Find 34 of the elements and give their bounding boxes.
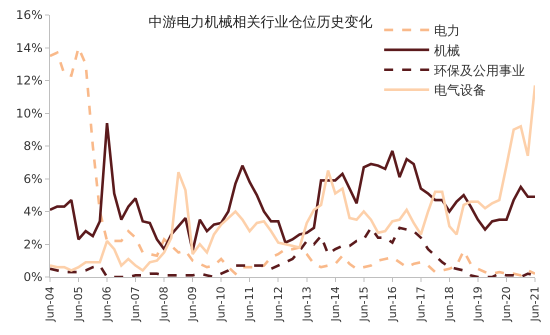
y-tick-label: 14%	[16, 40, 43, 55]
x-tick-label: Jun-07	[129, 286, 142, 323]
y-tick-label: 4%	[24, 204, 43, 219]
y-tick-label: 2%	[24, 237, 43, 252]
legend-label: 机械	[434, 44, 460, 59]
x-tick-label: Jun-09	[186, 286, 200, 323]
y-tick-label: 10%	[16, 106, 43, 120]
x-tick-label: Jun-10	[214, 286, 228, 323]
x-tick-label: Jun-04	[44, 286, 57, 323]
legend-label: 电力	[434, 24, 460, 40]
chart-title: 中游电力机械相关行业仓位历史变化	[148, 14, 372, 31]
legend-label: 环保及公用事业	[434, 64, 526, 79]
x-tick-label: Jun-16	[386, 286, 399, 323]
y-tick-label: 16%	[16, 8, 43, 22]
x-tick-label: Jun-11	[243, 286, 256, 323]
x-tick-label: Jun-12	[272, 286, 285, 323]
x-tick-label: Jun-20	[500, 286, 514, 323]
x-tick-label: Jun-13	[300, 286, 314, 323]
y-tick-label: 8%	[24, 139, 43, 154]
x-tick-label: Jun-14	[328, 286, 342, 323]
y-tick-label: 0%	[24, 270, 43, 284]
legend-label: 电气设备	[434, 84, 486, 99]
x-tick-label: Jun-18	[442, 286, 456, 323]
x-tick-label: Jun-06	[100, 286, 114, 323]
x-tick-label: Jun-17	[414, 286, 428, 323]
line-series	[50, 122, 535, 252]
line-series	[50, 84, 535, 272]
x-tick-label: Jun-05	[72, 286, 86, 323]
x-tick-label: Jun-19	[471, 286, 484, 323]
x-tick-label: Jun-15	[357, 286, 370, 323]
x-tick-label: Jun-08	[158, 286, 171, 323]
y-tick-label: 12%	[16, 74, 43, 88]
y-tick-label: 6%	[24, 172, 43, 186]
x-tick-label: Jun-21	[528, 286, 542, 323]
